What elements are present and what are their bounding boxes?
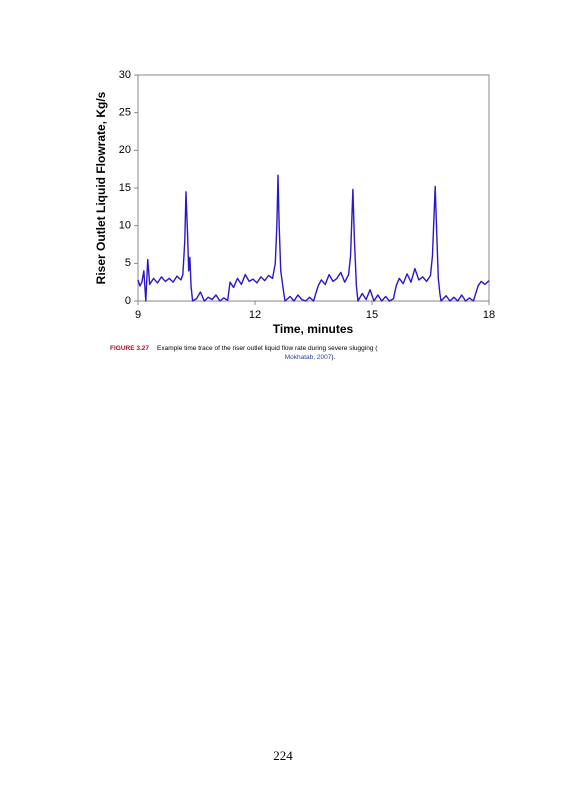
y-tick-label: 15 xyxy=(119,182,131,194)
y-tick-label: 30 xyxy=(119,69,131,81)
y-tick-label: 0 xyxy=(125,295,131,307)
caption-text: Example time trace of the riser outlet l… xyxy=(157,345,378,352)
x-axis-label: Time, minutes xyxy=(273,322,354,336)
page-number: 224 xyxy=(273,748,293,763)
caption-label: FIGURE 3.27 xyxy=(110,345,149,352)
y-axis-label: Riser Outlet Liquid Flowrate, Kg/s xyxy=(94,91,108,284)
x-tick-label: 9 xyxy=(135,309,141,321)
y-tick-label: 25 xyxy=(119,107,131,119)
x-tick-label: 12 xyxy=(249,309,261,321)
y-tick-label: 20 xyxy=(119,144,131,156)
caption: FIGURE 3.27 Example time trace of the ris… xyxy=(110,345,378,352)
x-tick-label: 18 xyxy=(483,309,495,321)
caption-tail: ). xyxy=(331,354,335,361)
y-tick-label: 10 xyxy=(119,220,131,232)
flow-line xyxy=(137,174,490,302)
caption-citation: Mokhatab, 2007 xyxy=(285,354,332,361)
caption-line-2: Mokhatab, 2007). xyxy=(285,354,336,361)
x-tick-label: 15 xyxy=(366,309,378,321)
y-tick-label: 5 xyxy=(125,257,131,269)
